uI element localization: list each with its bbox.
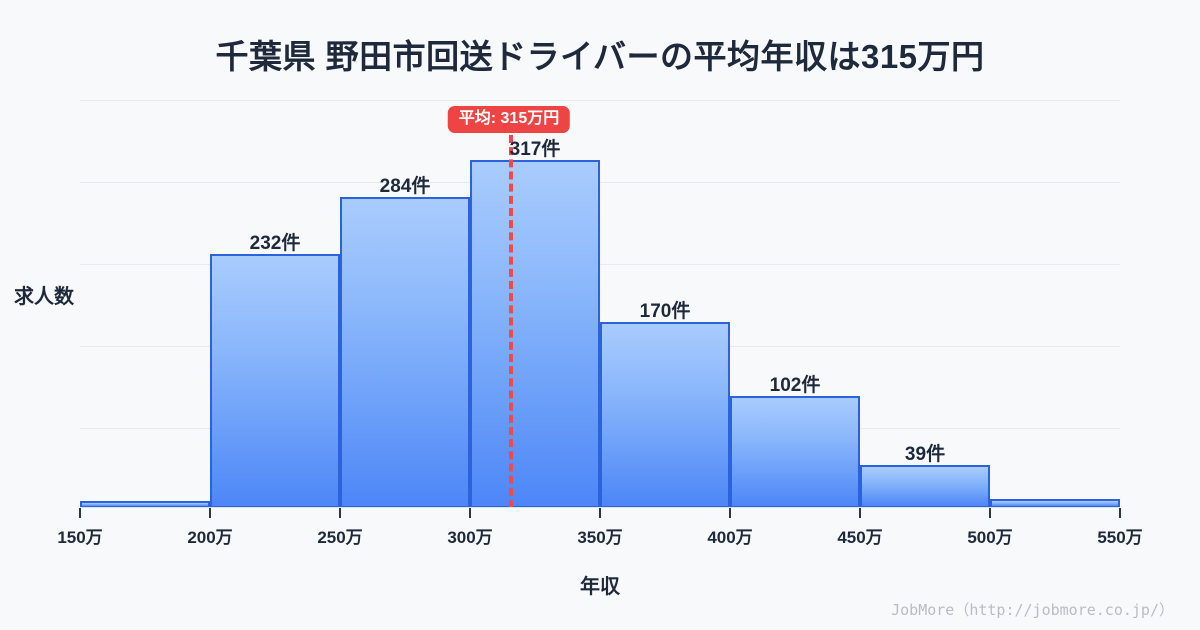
x-axis-tick-label: 500万 — [967, 528, 1013, 547]
x-axis-tick — [729, 508, 731, 518]
x-axis-tick — [989, 508, 991, 518]
bar — [210, 253, 340, 508]
bar — [730, 396, 860, 508]
bar-value-label: 170件 — [639, 300, 691, 322]
x-axis-tick-label: 300万 — [447, 528, 493, 547]
x-axis-tick-label: 150万 — [57, 528, 103, 547]
x-axis-tick-label: 550万 — [1097, 528, 1143, 547]
x-axis-title: 年収 — [580, 576, 620, 598]
x-axis-tick-label: 250万 — [317, 528, 363, 547]
gridline — [80, 264, 1120, 265]
bar — [470, 160, 600, 508]
x-axis-tick — [469, 508, 471, 518]
bar-value-label: 317件 — [509, 139, 561, 161]
x-axis-tick-label: 450万 — [837, 528, 883, 547]
x-axis-tick — [599, 508, 601, 518]
x-axis-tick — [339, 508, 341, 518]
bar — [860, 465, 990, 508]
bar-value-label: 284件 — [379, 175, 431, 197]
bar-value-label: 102件 — [769, 375, 821, 397]
gridline — [80, 182, 1120, 183]
x-axis-tick-label: 350万 — [577, 528, 623, 547]
x-axis-baseline — [80, 507, 1120, 508]
chart-title: 千葉県 野田市回送ドライバーの平均年収は315万円 — [215, 38, 985, 75]
bar — [600, 321, 730, 508]
x-axis-tick — [859, 508, 861, 518]
average-badge: 平均: 315万円 — [447, 106, 571, 133]
gridline — [80, 100, 1120, 101]
bar-value-label: 232件 — [249, 232, 301, 254]
x-axis-tick-label: 200万 — [187, 528, 233, 547]
bar-value-label: 39件 — [904, 444, 946, 466]
x-axis-tick — [1119, 508, 1121, 518]
average-dashed-line — [509, 135, 513, 508]
y-axis-title: 求人数 — [14, 286, 74, 308]
x-axis-tick-label: 400万 — [707, 528, 753, 547]
x-axis-tick — [79, 508, 81, 518]
plot-area — [80, 100, 1120, 508]
bar — [340, 196, 470, 508]
footer-credit: JobMore（http://jobmore.co.jp/） — [891, 601, 1174, 619]
x-axis-tick — [209, 508, 211, 518]
